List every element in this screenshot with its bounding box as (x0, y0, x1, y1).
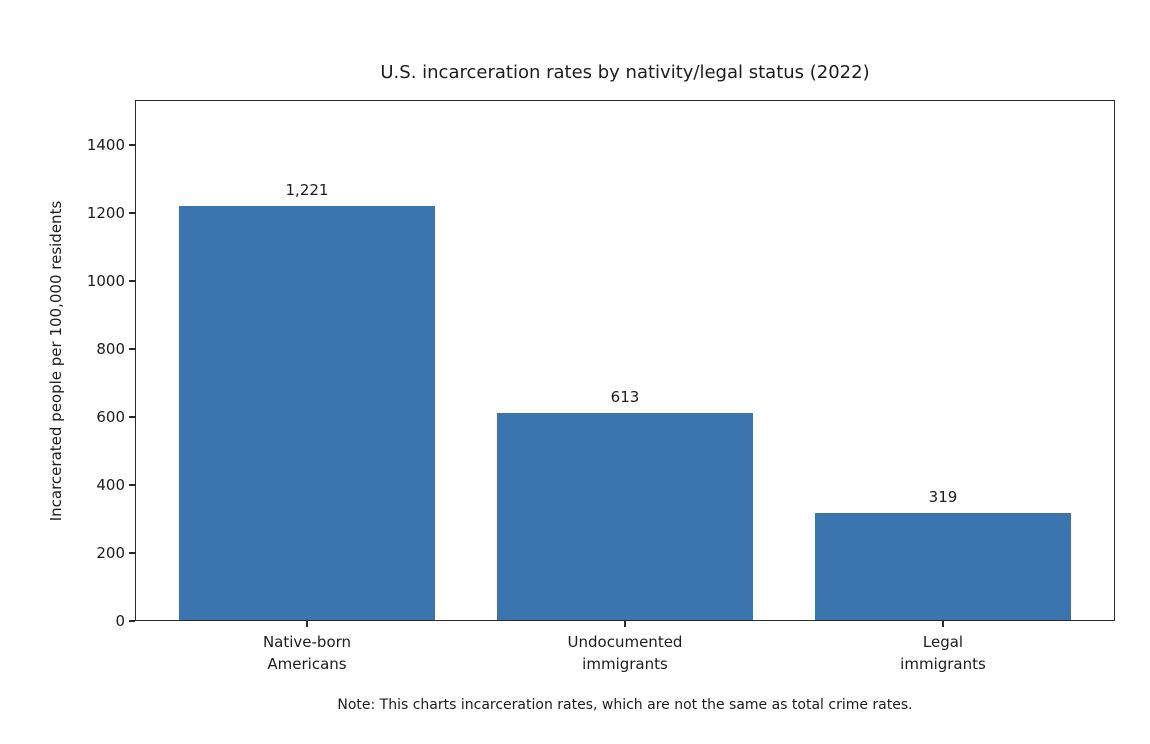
y-tick-label: 800 (96, 339, 125, 358)
chart-title: U.S. incarceration rates by nativity/leg… (380, 62, 870, 83)
x-category-label-line: immigrants (900, 655, 986, 673)
bar-value-label: 613 (610, 387, 640, 406)
x-category-label-line: Undocumented (567, 633, 683, 651)
x-category-label-line: Americans (267, 655, 347, 673)
y-tick-mark (129, 484, 135, 486)
x-category-label-line: immigrants (582, 655, 668, 673)
y-tick-label: 1200 (86, 203, 125, 222)
bar (497, 412, 753, 621)
x-tick-mark (624, 621, 626, 627)
plot-area (135, 100, 1115, 621)
footnote: Note: This charts incarceration rates, w… (337, 697, 913, 713)
y-tick-label: 1000 (86, 271, 125, 290)
y-tick-mark (129, 416, 135, 418)
x-category-label-line: Native-born (262, 633, 352, 651)
bar (815, 512, 1071, 621)
y-tick-mark (129, 144, 135, 146)
y-tick-mark (129, 552, 135, 554)
y-tick-label: 600 (96, 407, 125, 426)
y-tick-label: 400 (96, 475, 125, 494)
bar (179, 205, 435, 621)
y-tick-mark (129, 280, 135, 282)
y-tick-label: 0 (115, 612, 125, 630)
x-category-label: Native-born Americans (167, 631, 447, 675)
bar-value-label: 319 (928, 487, 958, 506)
y-tick-label: 200 (96, 543, 125, 562)
x-tick-mark (942, 621, 944, 627)
y-tick-label: 1400 (86, 135, 125, 154)
y-axis-label: Incarcerated people per 100,000 resident… (47, 200, 65, 522)
y-tick-mark (129, 212, 135, 214)
x-category-label: Undocumented immigrants (485, 631, 765, 675)
x-category-label: Legal immigrants (803, 631, 1083, 675)
x-category-label-line: Legal (922, 633, 964, 651)
bar-value-label: 1,221 (285, 180, 329, 199)
x-tick-mark (306, 621, 308, 627)
y-tick-mark (129, 620, 135, 622)
y-tick-mark (129, 348, 135, 350)
